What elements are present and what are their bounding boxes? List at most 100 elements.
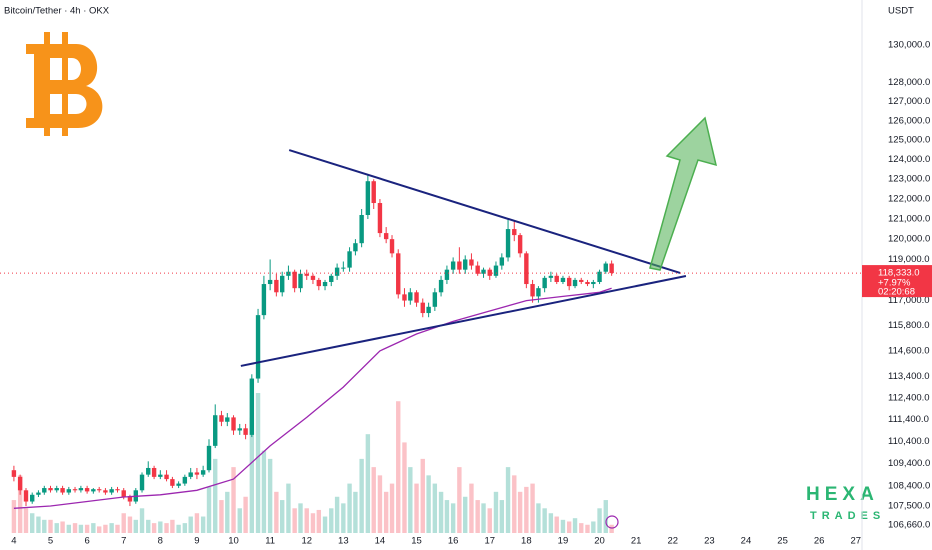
- volume-bar: [408, 467, 413, 533]
- volume-bar: [517, 491, 523, 533]
- candle-body: [572, 279, 578, 287]
- candle-body: [585, 281, 590, 285]
- candle-body: [457, 261, 462, 270]
- candle-body: [194, 472, 200, 475]
- candle-body: [225, 417, 230, 422]
- volume-bar: [298, 503, 303, 533]
- volume-bar: [536, 503, 541, 533]
- volume-bar: [243, 496, 248, 533]
- y-tick-label: 117,000.0: [888, 295, 930, 306]
- candle-body: [206, 445, 212, 471]
- volume-bar: [200, 516, 206, 533]
- y-tick-label: 123,000.0: [888, 174, 930, 185]
- candle-body: [609, 263, 614, 274]
- candle-body: [103, 490, 108, 493]
- candle-body: [219, 415, 224, 422]
- candle-body: [158, 474, 163, 477]
- x-tick-label: 17: [484, 536, 495, 547]
- candle-body: [54, 488, 59, 491]
- candle-body: [164, 474, 169, 480]
- x-tick-label: 16: [448, 536, 459, 547]
- volume-bar: [487, 508, 492, 533]
- x-tick-label: 11: [265, 536, 275, 547]
- candle-body: [597, 271, 602, 282]
- volume-bar: [396, 401, 401, 533]
- volume-bar: [554, 516, 559, 533]
- trendline: [288, 149, 681, 274]
- x-tick-label: 9: [194, 536, 199, 547]
- volume-bar: [353, 491, 358, 533]
- candle-body: [146, 467, 151, 475]
- candle-body: [603, 263, 608, 272]
- y-tick-label: 130,000.0: [888, 39, 930, 50]
- volume-bar: [188, 516, 193, 533]
- candle-body: [487, 269, 492, 276]
- candle-body: [438, 279, 444, 293]
- x-tick-label: 21: [631, 536, 642, 547]
- volume-bar: [249, 417, 255, 533]
- y-tick-label: 120,000.0: [888, 234, 930, 245]
- volume-bar: [591, 521, 596, 533]
- candle-body: [30, 494, 35, 502]
- candle-body: [243, 428, 248, 435]
- candle-body: [353, 243, 358, 252]
- volume-bar: [30, 513, 35, 533]
- candle-body: [548, 275, 554, 278]
- candle-body: [475, 265, 480, 274]
- volume-bar: [127, 516, 133, 533]
- watermark: HEXA: [806, 484, 879, 505]
- candle-body: [560, 277, 566, 282]
- candle-body: [402, 294, 407, 301]
- candle-body: [414, 292, 419, 303]
- volume-bar: [304, 508, 309, 533]
- volume-bar: [450, 503, 456, 533]
- volume-bar: [54, 523, 59, 533]
- volume-bar: [139, 508, 145, 533]
- volume-bar: [17, 475, 23, 533]
- candle-body: [267, 279, 273, 285]
- volume-bar: [377, 475, 383, 533]
- candle-body: [579, 279, 584, 282]
- y-tick-label: 113,400.0: [888, 371, 930, 382]
- volume-bar: [48, 519, 53, 533]
- volume-bar: [566, 521, 572, 533]
- volume-bar: [133, 519, 138, 533]
- candle-body: [377, 203, 383, 234]
- candle-body: [420, 302, 425, 314]
- candle-body: [23, 490, 29, 502]
- volume-bar: [213, 458, 218, 533]
- candle-body: [17, 476, 23, 491]
- volume-bar: [560, 519, 566, 533]
- volume-bar: [23, 508, 29, 533]
- volume-bar: [36, 516, 41, 533]
- volume-bar: [96, 526, 102, 533]
- candle-body: [78, 488, 84, 491]
- volume-bar: [78, 524, 84, 533]
- candle-body: [481, 269, 486, 274]
- volume-bar: [11, 500, 17, 533]
- last-price-change: +7.97%: [878, 278, 911, 289]
- y-tick-label: 114,600.0: [888, 345, 930, 356]
- candle-body: [591, 281, 596, 285]
- candle-body: [280, 275, 285, 293]
- volume-bar: [530, 483, 535, 533]
- volume-bar: [225, 491, 230, 533]
- volume-bar: [475, 500, 480, 533]
- volume-bar: [572, 518, 578, 533]
- volume-bar: [597, 508, 602, 533]
- volume-bar: [493, 491, 499, 533]
- last-price-box: [862, 265, 932, 298]
- volume-bar: [121, 513, 126, 533]
- candle-body: [48, 488, 53, 491]
- candle-body: [432, 292, 438, 307]
- volume-bar: [237, 508, 242, 533]
- candle-body: [566, 277, 572, 287]
- volume-bar: [109, 523, 114, 533]
- candle-body: [292, 271, 297, 289]
- candle-body: [60, 488, 65, 493]
- x-tick-label: 22: [667, 536, 678, 547]
- candle-body: [310, 275, 316, 280]
- candle-body: [72, 489, 78, 491]
- volume-bar: [347, 483, 352, 533]
